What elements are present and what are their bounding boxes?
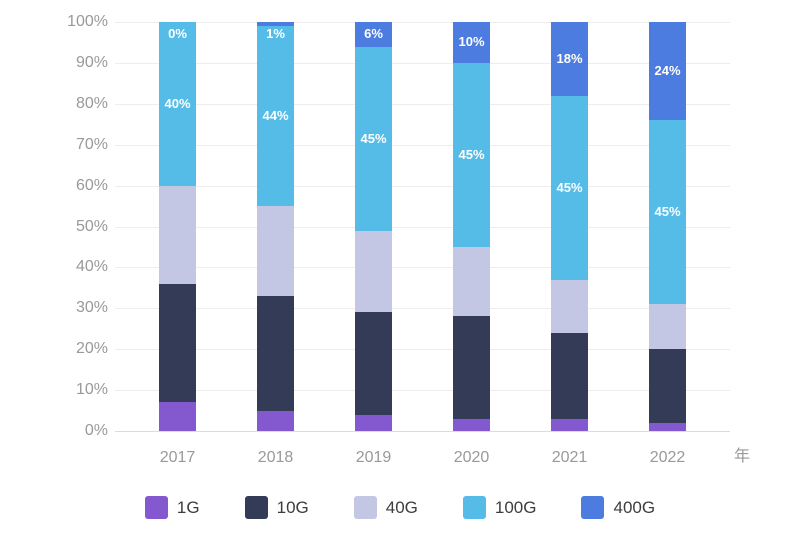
bar-segment-40G-2019[interactable] <box>355 230 392 313</box>
gridline-90% <box>115 63 730 64</box>
bar-segment-400G-2021[interactable] <box>551 22 588 96</box>
bar-segment-40G-2018[interactable] <box>257 206 294 297</box>
y-tick-label-50%: 50% <box>75 218 108 235</box>
bar-segment-1G-2019[interactable] <box>355 414 392 431</box>
bar-value-label-100G-2017: 40% <box>164 95 191 111</box>
bar-value-label-100G-2019: 45% <box>360 130 387 146</box>
bar-value-label-400G-2017: 0% <box>168 26 187 41</box>
bar-2018: 44% 1% <box>257 22 294 431</box>
x-tick-label-2022: 2022 <box>649 449 686 466</box>
y-tick-label-70%: 70% <box>75 136 108 153</box>
bar-value-label-400G-2018: 1% <box>266 26 285 41</box>
bar-segment-1G-2017[interactable] <box>159 402 196 431</box>
legend-label-400G: 400G <box>613 498 656 517</box>
legend-swatch-10G <box>244 496 268 519</box>
bar-segment-40G-2022[interactable] <box>649 304 686 350</box>
bar-segment-10G-2022[interactable] <box>649 349 686 423</box>
bar-segment-40G-2021[interactable] <box>551 279 588 333</box>
legend-swatch-100G <box>462 496 486 519</box>
bar-value-label-100G-2022: 45% <box>654 204 681 220</box>
bar-value-label-400G-2021: 18% <box>556 50 583 66</box>
bar-segment-1G-2022[interactable] <box>649 422 686 431</box>
bar-segment-10G-2020[interactable] <box>453 316 490 419</box>
bar-segment-100G-2017[interactable] <box>159 22 196 186</box>
bar-2020: 45% 10% <box>453 22 490 431</box>
legend-item-1G[interactable]: 1G <box>144 496 200 519</box>
y-tick-label-40%: 40% <box>75 258 108 275</box>
legend-swatch-40G <box>353 496 377 519</box>
bar-segment-1G-2018[interactable] <box>257 410 294 431</box>
y-tick-label-80%: 80% <box>75 95 108 112</box>
gridline-20% <box>115 349 730 350</box>
legend-label-1G: 1G <box>176 498 200 517</box>
gridline-50% <box>115 227 730 228</box>
bar-segment-40G-2017[interactable] <box>159 185 196 284</box>
gridline-60% <box>115 186 730 187</box>
bar-segment-100G-2021[interactable] <box>551 95 588 280</box>
legend-item-100G[interactable]: 100G <box>462 496 537 519</box>
legend-swatch-1G <box>144 496 168 519</box>
bar-value-label-100G-2021: 45% <box>556 179 583 195</box>
bar-value-label-400G-2022: 24% <box>654 63 681 79</box>
legend-item-400G[interactable]: 400G <box>581 496 655 519</box>
bar-segment-400G-2020[interactable] <box>453 22 490 63</box>
legend-item-10G[interactable]: 10G <box>244 496 309 519</box>
bar-segment-1G-2020[interactable] <box>453 418 490 431</box>
bar-segment-10G-2018[interactable] <box>257 296 294 411</box>
bar-segment-10G-2017[interactable] <box>159 283 196 403</box>
y-tick-label-100%: 100% <box>67 13 108 30</box>
y-tick-label-60%: 60% <box>75 177 108 194</box>
y-tick-label-30%: 30% <box>75 299 108 316</box>
bar-value-label-400G-2020: 10% <box>458 34 485 50</box>
bar-segment-40G-2020[interactable] <box>453 246 490 317</box>
gridline-70% <box>115 145 730 146</box>
legend-label-40G: 40G <box>385 498 418 517</box>
bar-2022: 45% 24% <box>649 22 686 431</box>
y-tick-label-10%: 10% <box>75 381 108 398</box>
gridline-10% <box>115 390 730 391</box>
legend-swatch-400G <box>581 496 605 519</box>
x-tick-label-2020: 2020 <box>453 449 490 466</box>
bar-segment-400G-2019[interactable] <box>355 22 392 47</box>
bar-2017: 40% 0% <box>159 22 196 431</box>
x-tick-label-2019: 2019 <box>355 449 392 466</box>
x-axis-name: 年 <box>733 448 750 465</box>
x-axis-line <box>115 431 730 432</box>
bar-segment-100G-2019[interactable] <box>355 46 392 231</box>
bar-segment-1G-2021[interactable] <box>551 418 588 431</box>
bar-segment-100G-2018[interactable] <box>257 26 294 207</box>
bar-2019: 45% 6% <box>355 22 392 431</box>
legend: 1G 10G 40G 100G 400G <box>0 496 800 519</box>
bar-segment-100G-2020[interactable] <box>453 62 490 247</box>
bar-segment-100G-2022[interactable] <box>649 120 686 305</box>
gridline-80% <box>115 104 730 105</box>
y-tick-label-0%: 0% <box>84 422 108 439</box>
legend-label-10G: 10G <box>276 498 309 517</box>
y-tick-label-90%: 90% <box>75 54 108 71</box>
x-tick-label-2018: 2018 <box>257 449 294 466</box>
gridline-100% <box>115 22 730 23</box>
bar-segment-400G-2018[interactable] <box>257 22 294 27</box>
bar-value-label-100G-2020: 45% <box>458 146 485 162</box>
bar-value-label-400G-2019: 6% <box>364 26 383 42</box>
y-tick-label-20%: 20% <box>75 340 108 357</box>
legend-label-100G: 100G <box>494 498 537 517</box>
legend-item-40G[interactable]: 40G <box>353 496 418 519</box>
x-tick-label-2021: 2021 <box>551 449 588 466</box>
bar-segment-400G-2022[interactable] <box>649 22 686 121</box>
plot-area: 40% 0% 44% 1% 45% 6% 45% 10% 45% 18% 45% 24% <box>115 22 730 432</box>
bar-value-label-100G-2018: 44% <box>262 108 289 124</box>
x-tick-label-2017: 2017 <box>159 449 196 466</box>
bar-segment-10G-2021[interactable] <box>551 332 588 419</box>
gridline-30% <box>115 308 730 309</box>
gridline-40% <box>115 267 730 268</box>
bar-segment-10G-2019[interactable] <box>355 312 392 415</box>
bar-2021: 45% 18% <box>551 22 588 431</box>
